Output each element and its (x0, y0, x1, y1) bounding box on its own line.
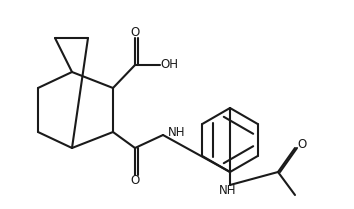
Text: NH: NH (219, 184, 237, 196)
Text: O: O (297, 138, 306, 150)
Text: O: O (130, 25, 139, 38)
Text: OH: OH (160, 59, 178, 71)
Text: O: O (130, 173, 139, 186)
Text: NH: NH (168, 125, 185, 139)
